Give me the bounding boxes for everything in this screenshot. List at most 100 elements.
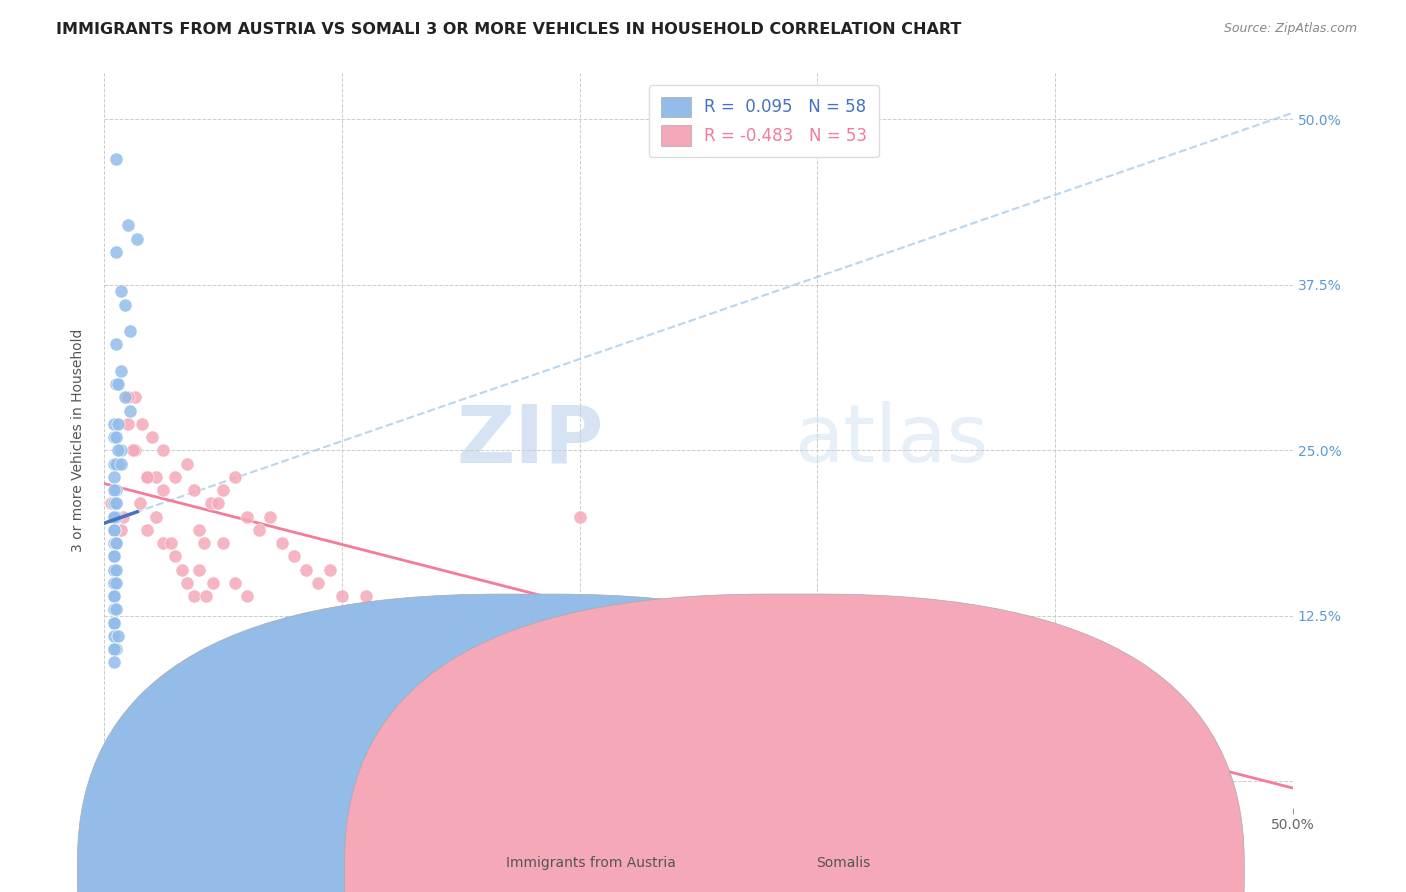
Point [295, 563, 318, 577]
Point [176, 575, 198, 590]
Point [124, 391, 146, 405]
Point [131, 417, 153, 431]
Point [120, 324, 142, 338]
Point [103, 602, 125, 616]
Point [141, 430, 163, 444]
Point [103, 589, 125, 603]
Point [107, 629, 129, 643]
Point [172, 563, 194, 577]
Point [103, 417, 125, 431]
Text: ZIP: ZIP [456, 401, 603, 480]
Point [103, 509, 125, 524]
Point [104, 430, 127, 444]
Point [193, 536, 215, 550]
Point [103, 549, 125, 564]
Point [104, 244, 127, 259]
Point [103, 642, 125, 657]
Point [188, 523, 211, 537]
Point [121, 443, 143, 458]
Point [224, 470, 246, 484]
Point [152, 483, 174, 497]
Point [107, 443, 129, 458]
Point [110, 523, 132, 537]
Point [235, 509, 257, 524]
Point [145, 470, 167, 484]
Text: Source: ZipAtlas.com: Source: ZipAtlas.com [1223, 22, 1357, 36]
Point [110, 443, 132, 458]
Text: IMMIGRANTS FROM AUSTRIA VS SOMALI 3 OR MORE VEHICLES IN HOUSEHOLD CORRELATION CH: IMMIGRANTS FROM AUSTRIA VS SOMALI 3 OR M… [56, 22, 962, 37]
Point [159, 536, 181, 550]
Point [128, 496, 150, 510]
Point [104, 536, 127, 550]
Point [103, 575, 125, 590]
Point [806, 722, 828, 736]
Point [104, 602, 127, 616]
Legend: R =  0.095   N = 58, R = -0.483   N = 53: R = 0.095 N = 58, R = -0.483 N = 53 [650, 85, 879, 157]
Point [283, 549, 305, 564]
Point [100, 496, 122, 510]
Point [120, 403, 142, 417]
Point [104, 509, 127, 524]
Point [104, 575, 127, 590]
Point [152, 443, 174, 458]
Point [107, 377, 129, 392]
Point [688, 655, 710, 669]
Point [103, 575, 125, 590]
Point [107, 417, 129, 431]
Point [103, 563, 125, 577]
Point [165, 549, 187, 564]
Point [111, 509, 134, 524]
Point [212, 536, 235, 550]
Point [259, 509, 281, 524]
Point [127, 231, 149, 245]
Text: Somalis: Somalis [817, 855, 870, 870]
Point [165, 470, 187, 484]
Point [183, 483, 205, 497]
Point [103, 523, 125, 537]
Point [207, 496, 229, 510]
Point [378, 602, 401, 616]
Point [103, 563, 125, 577]
Point [247, 523, 270, 537]
Point [103, 549, 125, 564]
Point [104, 152, 127, 166]
Point [104, 377, 127, 392]
Point [271, 536, 294, 550]
Point [176, 457, 198, 471]
Point [114, 298, 136, 312]
Point [200, 496, 222, 510]
Point [319, 563, 342, 577]
Point [103, 483, 125, 497]
Point [103, 496, 125, 510]
Point [103, 430, 125, 444]
Point [103, 509, 125, 524]
Point [212, 483, 235, 497]
Point [135, 523, 157, 537]
Point [103, 536, 125, 550]
Point [152, 536, 174, 550]
Text: Immigrants from Austria: Immigrants from Austria [506, 855, 675, 870]
Point [103, 615, 125, 630]
Point [107, 457, 129, 471]
Point [103, 615, 125, 630]
Point [224, 575, 246, 590]
Point [117, 391, 139, 405]
Point [110, 364, 132, 378]
Point [307, 575, 329, 590]
Point [103, 629, 125, 643]
Point [103, 589, 125, 603]
Point [103, 470, 125, 484]
Point [104, 337, 127, 351]
Point [117, 417, 139, 431]
Point [114, 391, 136, 405]
Point [103, 457, 125, 471]
Point [135, 470, 157, 484]
Point [110, 457, 132, 471]
Point [183, 589, 205, 603]
Point [235, 589, 257, 603]
Point [117, 219, 139, 233]
Point [104, 496, 127, 510]
Text: atlas: atlas [793, 401, 988, 480]
Point [202, 575, 225, 590]
Point [103, 642, 125, 657]
